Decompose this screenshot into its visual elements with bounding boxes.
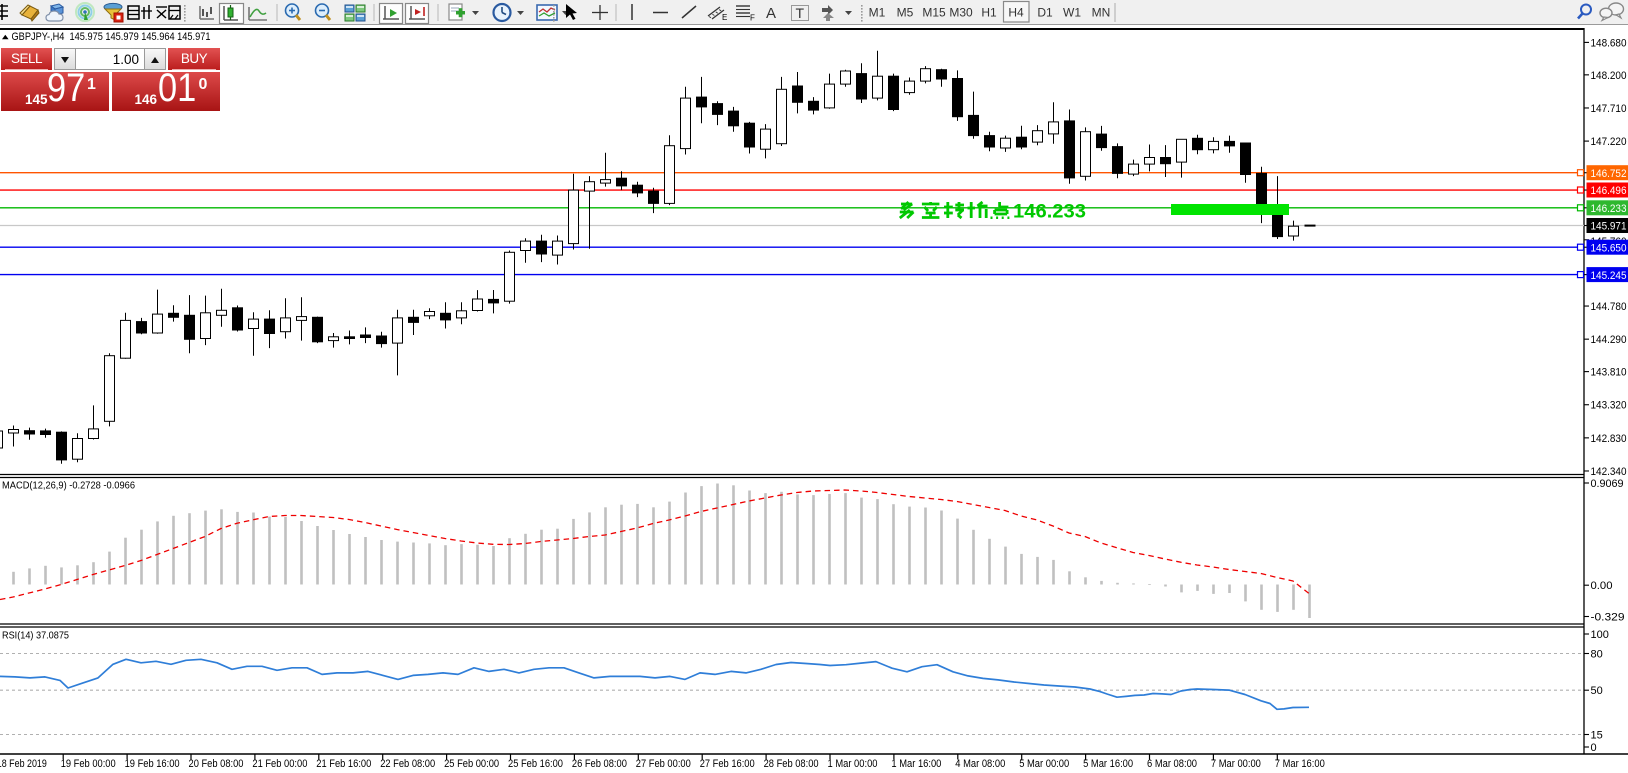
svg-text:146.233: 146.233 (1013, 201, 1086, 223)
svg-text:26 Feb 08:00: 26 Feb 08:00 (572, 758, 627, 770)
svg-text:19 Feb 16:00: 19 Feb 16:00 (125, 758, 180, 770)
svg-text:50: 50 (1591, 685, 1603, 697)
svg-text:25 Feb 16:00: 25 Feb 16:00 (508, 758, 563, 770)
svg-text:M30: M30 (949, 6, 973, 20)
svg-text:145.971: 145.971 (1591, 221, 1627, 233)
svg-text:143.810: 143.810 (1591, 367, 1627, 379)
svg-text:M5: M5 (897, 6, 914, 20)
svg-text:20 Feb 08:00: 20 Feb 08:00 (189, 758, 244, 770)
svg-text:M15: M15 (922, 6, 946, 20)
svg-text:MN: MN (1092, 6, 1111, 20)
svg-text:4 Mar 08:00: 4 Mar 08:00 (955, 758, 1005, 770)
svg-text:MACD(12,26,9) -0.2728 -0.0966: MACD(12,26,9) -0.2728 -0.0966 (2, 480, 135, 492)
svg-text:D1: D1 (1037, 6, 1053, 20)
svg-text:25 Feb 00:00: 25 Feb 00:00 (444, 758, 499, 770)
svg-text:0.9069: 0.9069 (1591, 478, 1624, 490)
svg-text:146.233: 146.233 (1591, 203, 1627, 215)
svg-text:H1: H1 (981, 6, 997, 20)
svg-text:5 Mar 00:00: 5 Mar 00:00 (1019, 758, 1069, 770)
svg-text:A: A (766, 5, 776, 22)
svg-text:7 Mar 00:00: 7 Mar 00:00 (1211, 758, 1261, 770)
svg-text:21 Feb 16:00: 21 Feb 16:00 (316, 758, 371, 770)
svg-text:1 Mar 16:00: 1 Mar 16:00 (891, 758, 941, 770)
svg-text:0: 0 (1591, 742, 1597, 754)
svg-text:19 Feb 00:00: 19 Feb 00:00 (61, 758, 116, 770)
svg-text:142.340: 142.340 (1591, 466, 1627, 478)
svg-text:GBPJPY-,H4 145.975 145.979 14: GBPJPY-,H4 145.975 145.979 145.964 145.9… (12, 31, 211, 43)
svg-text:28 Feb 08:00: 28 Feb 08:00 (764, 758, 819, 770)
svg-text:144.780: 144.780 (1591, 301, 1627, 313)
svg-text:148.680: 148.680 (1591, 37, 1627, 49)
svg-text:80: 80 (1591, 649, 1603, 661)
svg-text:146.752: 146.752 (1591, 168, 1627, 180)
svg-text:142.830: 142.830 (1591, 433, 1627, 445)
svg-text:F: F (750, 14, 755, 23)
svg-text:145.650: 145.650 (1591, 242, 1627, 254)
svg-text:H4: H4 (1008, 6, 1024, 20)
svg-text:15: 15 (1591, 730, 1603, 742)
svg-text:E: E (722, 13, 727, 22)
svg-text:7 Mar 16:00: 7 Mar 16:00 (1275, 758, 1325, 770)
svg-text:-0.329: -0.329 (1591, 612, 1625, 624)
svg-text:145.245: 145.245 (1591, 270, 1627, 282)
svg-text:22 Feb 08:00: 22 Feb 08:00 (380, 758, 435, 770)
svg-text:144.290: 144.290 (1591, 334, 1627, 346)
svg-text:27 Feb 16:00: 27 Feb 16:00 (700, 758, 755, 770)
svg-text:147.220: 147.220 (1591, 136, 1627, 148)
svg-text:148.200: 148.200 (1591, 70, 1627, 82)
svg-text:W1: W1 (1063, 6, 1081, 20)
svg-text:6 Mar 08:00: 6 Mar 08:00 (1147, 758, 1197, 770)
svg-text:143.320: 143.320 (1591, 400, 1627, 412)
svg-text:M1: M1 (869, 6, 886, 20)
svg-text:18 Feb 2019: 18 Feb 2019 (0, 758, 47, 770)
svg-text:27 Feb 00:00: 27 Feb 00:00 (636, 758, 691, 770)
svg-text:146.496: 146.496 (1591, 185, 1627, 197)
svg-text:RSI(14) 37.0875: RSI(14) 37.0875 (2, 630, 69, 642)
svg-text:21 Feb 00:00: 21 Feb 00:00 (252, 758, 307, 770)
svg-text:5 Mar 16:00: 5 Mar 16:00 (1083, 758, 1133, 770)
svg-text:0.00: 0.00 (1591, 580, 1613, 592)
svg-text:147.710: 147.710 (1591, 103, 1627, 115)
svg-text:1 Mar 00:00: 1 Mar 00:00 (828, 758, 878, 770)
svg-text:T: T (796, 5, 805, 21)
svg-text:100: 100 (1591, 629, 1609, 641)
